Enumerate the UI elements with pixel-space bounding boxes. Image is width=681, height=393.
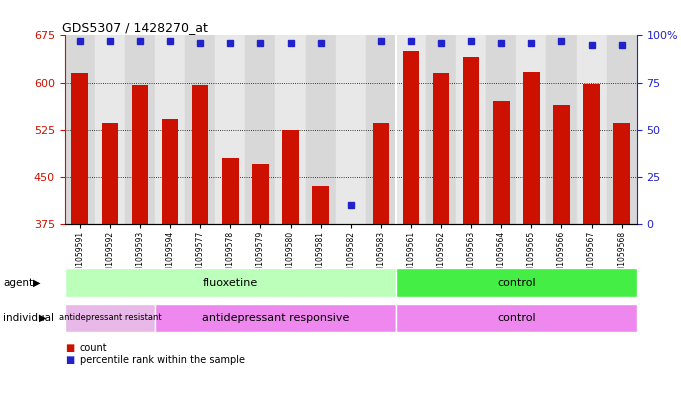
Bar [65, 304, 155, 332]
Bar [306, 35, 336, 224]
Bar [523, 72, 539, 224]
Text: antidepressant resistant: antidepressant resistant [59, 314, 161, 322]
Text: GDS5307 / 1428270_at: GDS5307 / 1428270_at [62, 21, 208, 34]
Text: control: control [497, 277, 536, 288]
Bar [366, 35, 396, 224]
Bar [155, 35, 185, 224]
Bar [402, 51, 419, 224]
Text: count: count [80, 343, 108, 353]
Text: percentile rank within the sample: percentile rank within the sample [80, 354, 244, 365]
Bar [192, 85, 208, 224]
Bar [396, 268, 637, 297]
Bar [373, 123, 389, 224]
Bar [607, 35, 637, 224]
Bar [432, 73, 449, 224]
Text: individual: individual [3, 313, 54, 323]
Bar [456, 35, 486, 224]
Text: ■: ■ [65, 343, 74, 353]
Bar [101, 123, 118, 224]
Bar [215, 35, 245, 224]
Bar [553, 105, 570, 224]
Bar [577, 35, 607, 224]
Text: ▶: ▶ [33, 277, 40, 288]
Bar [65, 268, 396, 297]
Bar [336, 35, 366, 224]
Bar [396, 304, 637, 332]
Bar [426, 35, 456, 224]
Text: agent: agent [3, 277, 33, 288]
Bar [72, 73, 88, 224]
Bar [282, 130, 299, 224]
Bar [155, 304, 396, 332]
Bar [65, 35, 95, 224]
Bar [222, 158, 238, 224]
Bar [493, 101, 509, 224]
Text: fluoxetine: fluoxetine [203, 277, 258, 288]
Bar [313, 186, 329, 224]
Bar [396, 35, 426, 224]
Bar [486, 35, 516, 224]
Bar [245, 35, 275, 224]
Bar [275, 35, 306, 224]
Bar [516, 35, 546, 224]
Bar [252, 164, 269, 224]
Bar [185, 35, 215, 224]
Text: antidepressant responsive: antidepressant responsive [202, 313, 349, 323]
Bar [614, 123, 630, 224]
Bar [584, 84, 600, 224]
Bar [162, 119, 178, 224]
Bar [546, 35, 577, 224]
Bar [125, 35, 155, 224]
Bar [463, 57, 479, 224]
Text: ▶: ▶ [39, 313, 46, 323]
Bar [95, 35, 125, 224]
Text: ■: ■ [65, 354, 74, 365]
Bar [131, 85, 148, 224]
Text: control: control [497, 313, 536, 323]
